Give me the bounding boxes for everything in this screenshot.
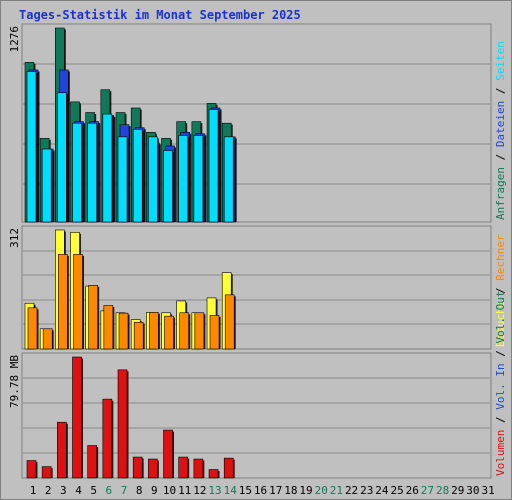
axis-max-label-bottom: 79.78 MB: [8, 355, 21, 408]
axis-max-label-middle: 312: [8, 228, 21, 248]
bar-rechner-day-6: [103, 305, 114, 350]
day-label-22: 22: [345, 484, 358, 497]
bar-seiten-day-6: [102, 113, 113, 223]
bar-rechner-day-14: [224, 294, 235, 350]
day-label-11: 11: [178, 484, 191, 497]
bar-rechner-day-5: [88, 285, 98, 350]
day-label-17: 17: [269, 484, 282, 497]
day-label-25: 25: [390, 484, 403, 497]
day-label-9: 9: [151, 484, 158, 497]
bar-seiten-day-11: [178, 135, 188, 223]
day-label-29: 29: [451, 484, 464, 497]
panel-bottom: [21, 352, 492, 479]
bar-seiten-day-5: [87, 122, 97, 223]
legend-separator: /: [494, 344, 507, 364]
day-label-10: 10: [163, 484, 176, 497]
day-label-20: 20: [315, 484, 328, 497]
legend-item-rechner: Rechner: [494, 234, 507, 281]
bar-rechner-day-7: [118, 312, 129, 350]
bar-seiten-day-3: [57, 92, 67, 223]
bar-seiten-day-2: [41, 148, 52, 223]
bar-seiten-day-14: [223, 136, 234, 223]
bar-rechner-day-9: [149, 312, 159, 350]
bar-volumen-day-9: [148, 458, 158, 479]
chart-title: Tages-Statistik im Monat September 2025: [19, 8, 301, 22]
day-label-1: 1: [30, 484, 37, 497]
bar-seiten-day-1: [26, 71, 37, 223]
panel-middle: [21, 225, 492, 350]
bar-seiten-day-7: [117, 136, 128, 223]
legend-separator: /: [494, 147, 507, 167]
bar-rechner-day-4: [73, 254, 83, 350]
day-label-5: 5: [90, 484, 97, 497]
legend-item-volumen: Volumen: [494, 430, 507, 476]
day-label-30: 30: [466, 484, 479, 497]
day-label-18: 18: [284, 484, 297, 497]
bar-volumen-day-4: [72, 356, 82, 479]
legend-item-besuche: Besuche: [494, 301, 507, 347]
legend-bottom: Volumen / Vol. In / Vol. Out: [494, 291, 507, 476]
day-label-24: 24: [375, 484, 389, 497]
bar-volumen-day-10: [163, 429, 173, 479]
axis-max-label-top: 1276: [8, 26, 21, 53]
bar-rechner-day-13: [209, 315, 220, 350]
day-label-4: 4: [75, 484, 82, 497]
bar-volumen-day-7: [117, 369, 128, 479]
day-label-2: 2: [45, 484, 52, 497]
day-label-12: 12: [193, 484, 206, 497]
bar-volumen-day-3: [57, 421, 67, 479]
legend-item-dateien: Dateien: [494, 101, 507, 147]
day-label-31: 31: [481, 484, 494, 497]
day-label-28: 28: [436, 484, 449, 497]
legend-separator: /: [494, 281, 507, 301]
bar-seiten-day-12: [193, 135, 204, 223]
bar-rechner-day-1: [27, 307, 38, 350]
bar-seiten-day-8: [132, 128, 143, 223]
bar-seiten-day-4: [72, 122, 82, 223]
bar-volumen-day-2: [41, 466, 52, 479]
day-label-27: 27: [421, 484, 434, 497]
legend-item-vol--out: Vol. Out: [494, 291, 507, 344]
day-label-8: 8: [136, 484, 143, 497]
bar-seiten-day-10: [163, 150, 173, 223]
bar-seiten-day-13: [208, 109, 219, 223]
day-label-23: 23: [360, 484, 373, 497]
legend-top: Anfragen / Dateien / Seiten: [494, 41, 507, 220]
day-label-19: 19: [299, 484, 312, 497]
legend-item-vol--in: Vol. In: [494, 363, 507, 409]
day-label-26: 26: [406, 484, 419, 497]
day-label-7: 7: [121, 484, 128, 497]
bar-rechner-day-8: [133, 322, 144, 350]
bar-volumen-day-13: [208, 469, 219, 479]
bar-volumen-day-12: [193, 458, 204, 479]
legend-separator: /: [494, 81, 507, 101]
bar-volumen-day-5: [87, 445, 97, 479]
legend-item-seiten: Seiten: [494, 41, 507, 81]
bar-seiten-day-9: [148, 136, 158, 223]
day-label-3: 3: [60, 484, 67, 497]
day-label-14: 14: [224, 484, 238, 497]
day-label-16: 16: [254, 484, 267, 497]
bar-rechner-day-11: [179, 312, 189, 350]
day-label-21: 21: [330, 484, 343, 497]
bar-volumen-day-11: [178, 456, 188, 479]
bar-volumen-day-14: [223, 457, 234, 479]
bar-volumen-day-1: [26, 460, 37, 479]
bar-rechner-day-3: [58, 254, 68, 350]
legend-item-anfragen: Anfragen: [494, 167, 507, 220]
bar-volumen-day-8: [132, 456, 143, 479]
legend-separator: /: [494, 410, 507, 430]
legend-middle: Besuche / Rechner: [494, 234, 507, 347]
bar-volumen-day-6: [102, 398, 113, 479]
bar-rechner-day-10: [164, 315, 174, 350]
bar-rechner-day-12: [194, 312, 205, 350]
day-label-6: 6: [106, 484, 113, 497]
bar-rechner-day-2: [42, 328, 53, 350]
day-label-13: 13: [208, 484, 221, 497]
day-label-15: 15: [239, 484, 252, 497]
